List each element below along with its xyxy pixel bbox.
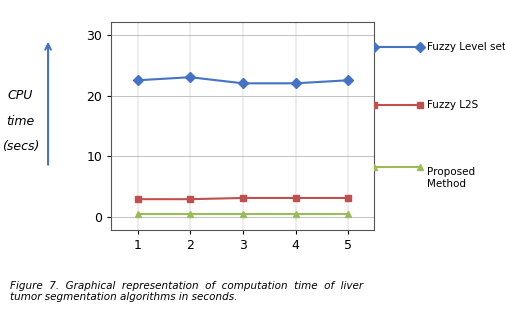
Text: time: time bbox=[6, 115, 34, 128]
Text: Figure  7.  Graphical  representation  of  computation  time  of  liver
tumor se: Figure 7. Graphical representation of co… bbox=[10, 281, 363, 302]
Text: Fuzzy Level set: Fuzzy Level set bbox=[426, 42, 505, 52]
Text: (secs): (secs) bbox=[2, 140, 39, 153]
Text: Proposed
Method: Proposed Method bbox=[426, 167, 474, 189]
Text: Fuzzy L2S: Fuzzy L2S bbox=[426, 100, 477, 110]
Text: CPU: CPU bbox=[8, 89, 33, 102]
